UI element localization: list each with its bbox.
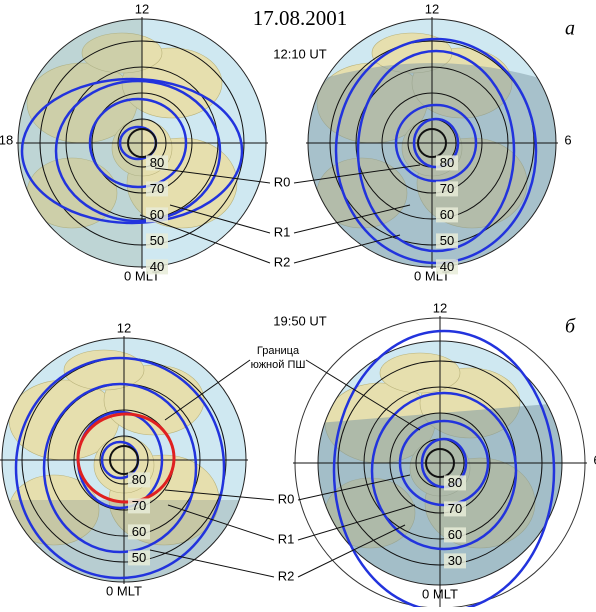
lat-label: 50 [132,550,146,565]
lat-label: 80 [440,155,454,170]
lat-label: 70 [150,181,164,196]
side-label: 6 [564,132,571,147]
lat-label: 60 [132,524,146,539]
lat-label: 40 [440,259,454,274]
lat-label: 80 [448,475,462,490]
callout-label: R1 [274,224,291,239]
lat-label: 70 [448,501,462,516]
noon-label: 12 [425,1,439,16]
noon-label: 12 [117,320,131,335]
lat-label: 70 [132,498,146,513]
callout-label: R1 [278,531,295,546]
callout-label: R2 [278,568,295,583]
midnight-label: 0 MLT [106,583,142,598]
lat-label: 50 [150,233,164,248]
lat-label: 80 [150,155,164,170]
callout-label: R0 [274,174,291,189]
noon-label: 12 [135,1,149,16]
callout-label: R0 [278,491,295,506]
figure: 12 18 0 MLT 80 70 60 50 40 12 6 0 MLT 80 70 60 50 40 12 1… [0,0,596,607]
callout-label: R2 [274,254,291,269]
lat-label: 40 [150,259,164,274]
date: 17.08.2001 [253,6,348,30]
noon-label: 12 [433,300,447,315]
lat-label: 80 [132,472,146,487]
time-label: 12:10 UT [273,46,327,61]
boundary-note: южной ПШ [251,359,306,371]
lat-label: 30 [448,553,462,568]
panel-letter: б [565,316,576,338]
time-label: 19:50 UT [273,313,327,328]
lat-label: 50 [440,233,454,248]
lat-label: 70 [440,181,454,196]
side-label: 18 [0,132,13,147]
lat-label: 60 [448,527,462,542]
boundary-note: Граница [257,345,300,357]
lat-label: 60 [440,207,454,222]
panel-letter: а [565,18,575,40]
midnight-label: 0 MLT [422,586,458,601]
